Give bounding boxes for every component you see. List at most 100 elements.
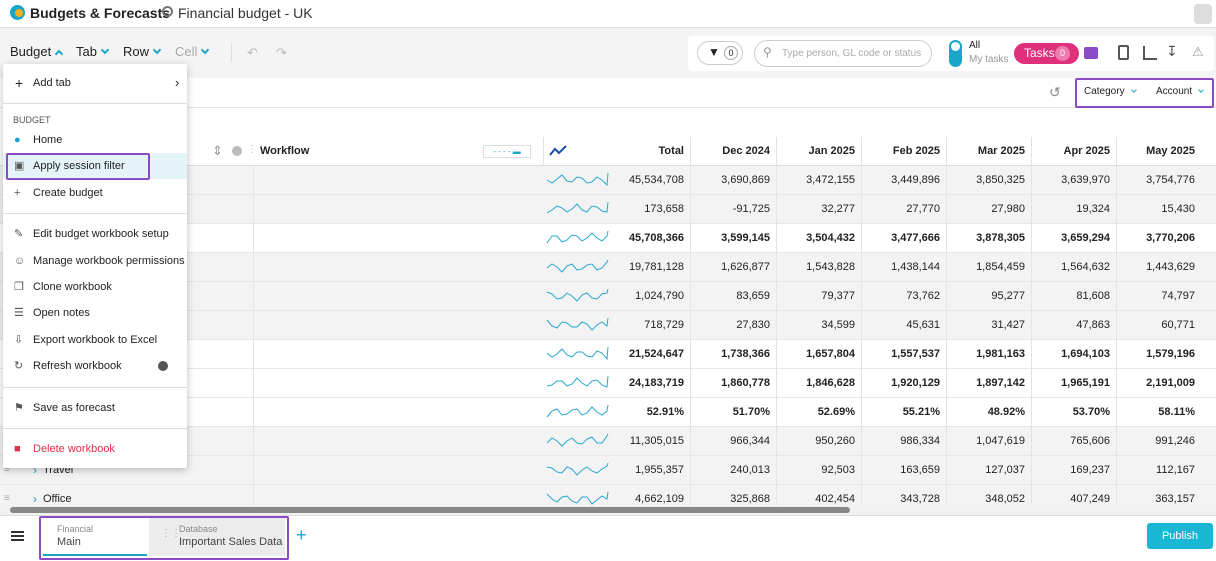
sparkline bbox=[546, 228, 610, 248]
table-cell: 21,524,647 bbox=[620, 340, 690, 369]
add-tab[interactable]: + bbox=[296, 525, 307, 546]
toggle-my-tasks[interactable]: My tasks bbox=[969, 54, 1008, 65]
table-cell: 3,754,776 bbox=[1116, 166, 1201, 195]
comments-icon[interactable] bbox=[1084, 47, 1098, 59]
menu-item-label: Add tab bbox=[33, 77, 71, 89]
table-cell: 765,606 bbox=[1031, 427, 1116, 456]
menu-item[interactable]: ⇩Export workbook to Excel bbox=[3, 327, 187, 353]
table-cell: 45,708,366 bbox=[620, 224, 690, 253]
menu-item[interactable]: +Create budget bbox=[3, 180, 187, 206]
table-cell: 3,449,896 bbox=[861, 166, 946, 195]
table-cell: 19,324 bbox=[1031, 195, 1116, 224]
sheet-tab[interactable]: FinancialMain bbox=[43, 518, 147, 556]
menu-item-label: Export workbook to Excel bbox=[33, 334, 157, 346]
table-cell: 991,246 bbox=[1116, 427, 1201, 456]
table-cell: 3,477,666 bbox=[861, 224, 946, 253]
menu-item-label: Refresh workbook bbox=[33, 360, 122, 372]
download-icon[interactable]: ↧ bbox=[1166, 43, 1178, 60]
filter-button[interactable]: ▼ 0 bbox=[697, 41, 743, 65]
menu-item[interactable]: ■Delete workbook bbox=[3, 436, 187, 462]
table-cell: 986,334 bbox=[861, 427, 946, 456]
sheet-tab[interactable]: ⋮⋮DatabaseImportant Sales Data bbox=[149, 518, 285, 556]
row-icon: ≡ bbox=[4, 493, 10, 504]
toolbar-menu[interactable]: Tab bbox=[76, 44, 108, 59]
menu-item[interactable]: ⚑Save as forecast bbox=[3, 395, 187, 421]
menu-icon: ■ bbox=[14, 436, 21, 462]
toolbar-menu[interactable]: Row bbox=[123, 44, 160, 59]
search-box[interactable]: ⚲ Type person, GL code or status bbox=[754, 40, 932, 67]
menu-item-label: Create budget bbox=[33, 187, 103, 199]
menu-item-label: Edit budget workbook setup bbox=[33, 228, 169, 240]
menu-item[interactable]: ❐Clone workbook bbox=[3, 274, 187, 300]
tab-type: Database bbox=[179, 524, 218, 534]
divider bbox=[231, 44, 232, 62]
table-cell: 83,659 bbox=[690, 282, 776, 311]
table-cell: 31,427 bbox=[946, 311, 1031, 340]
expand-chevron[interactable]: › bbox=[33, 492, 37, 505]
dimension-button[interactable]: Category bbox=[1084, 86, 1136, 97]
sparkline-header-icon bbox=[549, 145, 567, 157]
avatar[interactable] bbox=[1194, 4, 1212, 24]
menu-separator bbox=[3, 103, 187, 104]
tasks-button[interactable]: Tasks 0 bbox=[1014, 43, 1079, 64]
table-cell: 3,472,155 bbox=[776, 166, 861, 195]
table-cell: 950,260 bbox=[776, 427, 861, 456]
search-placeholder: Type person, GL code or status bbox=[782, 48, 921, 59]
sparkline bbox=[546, 344, 610, 364]
dimension-button[interactable]: Account bbox=[1156, 86, 1203, 97]
divider bbox=[253, 427, 254, 456]
table-cell: 343,728 bbox=[861, 485, 946, 505]
table-cell: 55.21% bbox=[861, 398, 946, 427]
sparkline bbox=[546, 402, 610, 422]
notifications-icon[interactable]: ⚠ bbox=[1192, 44, 1204, 60]
menu-separator bbox=[3, 387, 187, 388]
toggle[interactable] bbox=[949, 40, 962, 67]
publish-button[interactable]: Publish bbox=[1147, 523, 1213, 549]
clipboard-icon[interactable] bbox=[1118, 45, 1129, 60]
chart-icon[interactable] bbox=[1143, 46, 1157, 60]
filter-count: 0 bbox=[724, 46, 738, 60]
table-cell: 163,659 bbox=[861, 456, 946, 485]
table-cell: 92,503 bbox=[776, 456, 861, 485]
task-panel: ▼ 0 ⚲ Type person, GL code or status All… bbox=[688, 36, 1214, 71]
table-cell: 325,868 bbox=[690, 485, 776, 505]
table-cell: 19,781,128 bbox=[620, 253, 690, 282]
redo: ↷ bbox=[276, 45, 287, 61]
logo bbox=[10, 5, 25, 20]
menu-item[interactable]: ☰Open notes bbox=[3, 300, 187, 326]
table-cell: 402,454 bbox=[776, 485, 861, 505]
top-bar: Budgets & Forecasts Financial budget - U… bbox=[0, 0, 1216, 28]
table-cell: 407,249 bbox=[1031, 485, 1116, 505]
scrollbar[interactable] bbox=[0, 505, 1216, 515]
table-cell: 27,980 bbox=[946, 195, 1031, 224]
table-cell: 1,860,778 bbox=[690, 369, 776, 398]
menu-item[interactable]: ✎ Edit budget workbook setup bbox=[3, 221, 187, 247]
menu-item[interactable]: ↻Refresh workbook bbox=[3, 353, 187, 379]
table-cell: 1,955,357 bbox=[620, 456, 690, 485]
toolbar-menu[interactable]: Budget bbox=[10, 44, 62, 59]
table-cell: 1,024,790 bbox=[620, 282, 690, 311]
hamburger[interactable] bbox=[11, 531, 24, 541]
history-icon[interactable]: ↺ bbox=[1049, 84, 1061, 101]
menu-icon: ✎ bbox=[14, 221, 23, 247]
table-cell: 1,920,129 bbox=[861, 369, 946, 398]
table-cell: 60,771 bbox=[1116, 311, 1201, 340]
divider bbox=[253, 224, 254, 253]
toolbar-menu[interactable]: Cell bbox=[175, 44, 208, 59]
menu-item[interactable]: ▣Apply session filter bbox=[3, 153, 187, 179]
table-cell: 1,626,877 bbox=[690, 253, 776, 282]
menu-icon: ● bbox=[14, 127, 21, 153]
row-height-icon: ⇕ bbox=[212, 143, 223, 159]
table-cell: 1,579,196 bbox=[1116, 340, 1201, 369]
column-header: Total bbox=[620, 137, 690, 166]
table-cell: 3,504,432 bbox=[776, 224, 861, 253]
divider bbox=[253, 340, 254, 369]
menu-item[interactable]: ●Home bbox=[3, 127, 187, 153]
menu-item[interactable]: +Add tab› bbox=[3, 70, 187, 96]
menu-icon: ☰ bbox=[14, 300, 24, 326]
workflow-header: Workflow bbox=[260, 145, 309, 157]
toggle-all[interactable]: All bbox=[969, 40, 980, 51]
scroll-thumb[interactable] bbox=[10, 507, 850, 513]
table-cell: 348,052 bbox=[946, 485, 1031, 505]
menu-item[interactable]: ☺Manage workbook permissions bbox=[3, 248, 187, 274]
